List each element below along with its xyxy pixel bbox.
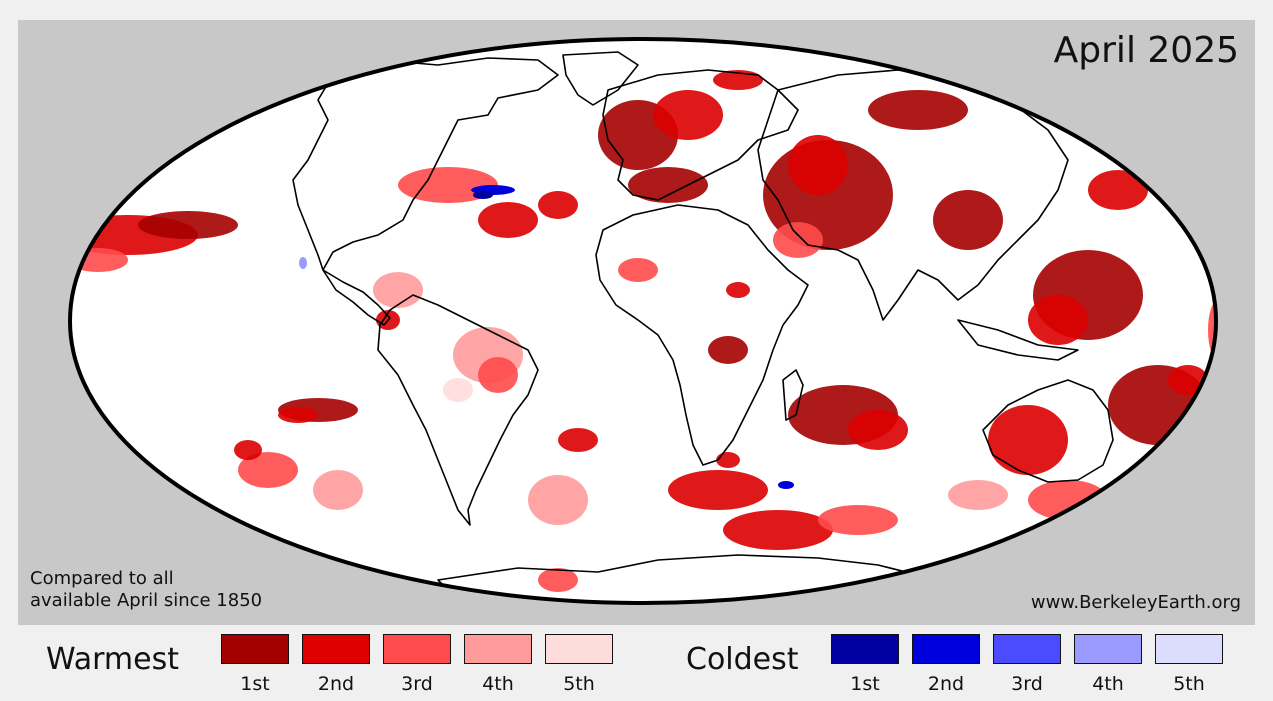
warm-anomaly-patch bbox=[988, 405, 1068, 475]
warm-anomaly-patch bbox=[618, 258, 658, 282]
warm-anomaly-patch bbox=[708, 336, 748, 364]
warm-anomaly-patch bbox=[788, 135, 848, 195]
warm-anomaly-patch bbox=[1028, 480, 1108, 520]
map-caption: Compared to all available April since 18… bbox=[30, 568, 262, 612]
warmest-legend: Warmest 1st 2nd 3rd 4th 5th bbox=[0, 632, 640, 700]
source-credit: www.BerkeleyEarth.org bbox=[1030, 592, 1241, 613]
warm-anomaly-patch bbox=[313, 470, 363, 510]
coldest-label-4th: 4th bbox=[1092, 673, 1124, 695]
warm-anomaly-patch bbox=[868, 90, 968, 130]
warm-anomaly-patch bbox=[653, 90, 723, 140]
warm-anomaly-patch bbox=[1028, 295, 1088, 345]
caption-line-2: available April since 1850 bbox=[30, 590, 263, 611]
warmest-swatch-5th bbox=[545, 634, 613, 664]
world-map bbox=[68, 37, 1218, 605]
coldest-legend-title: Coldest bbox=[686, 642, 799, 677]
warmest-legend-title: Warmest bbox=[46, 642, 180, 677]
map-title: April 2025 bbox=[1053, 30, 1239, 71]
warmest-swatch-4th bbox=[464, 634, 532, 664]
warmest-label-5th: 5th bbox=[563, 673, 595, 695]
warm-anomaly-patch bbox=[278, 407, 318, 423]
warm-anomaly-patch bbox=[238, 452, 298, 488]
warmest-label-4th: 4th bbox=[482, 673, 514, 695]
warmest-swatch-2nd bbox=[302, 634, 370, 664]
coldest-swatch-4th bbox=[1074, 634, 1142, 664]
warm-anomaly-patch bbox=[234, 440, 262, 460]
coldest-label-3rd: 3rd bbox=[1011, 673, 1043, 695]
central-america-outline bbox=[322, 269, 391, 326]
europe-outline bbox=[602, 69, 799, 201]
warmest-label-3rd: 3rd bbox=[401, 673, 433, 695]
globe-outline bbox=[68, 37, 1218, 605]
cold-anomaly-patch bbox=[473, 191, 493, 199]
warm-anomaly-patch bbox=[948, 480, 1008, 510]
warm-anomaly-patch bbox=[668, 470, 768, 510]
coldest-swatch-5th bbox=[1155, 634, 1223, 664]
warmest-label-1st: 1st bbox=[240, 673, 270, 695]
warm-anomaly-patch bbox=[443, 378, 473, 402]
warm-anomaly-patch bbox=[373, 272, 423, 308]
warm-anomaly-patch bbox=[1088, 170, 1148, 210]
indonesia-outline bbox=[957, 319, 1079, 361]
warmest-swatch-3rd bbox=[383, 634, 451, 664]
warm-anomaly-patch bbox=[726, 282, 750, 298]
anomaly-layer bbox=[70, 70, 1216, 592]
map-panel: April 2025 Compared to all available Apr… bbox=[18, 20, 1255, 625]
warm-anomaly-patch bbox=[723, 510, 833, 550]
warm-anomaly-patch bbox=[538, 568, 578, 592]
warm-anomaly-patch bbox=[628, 167, 708, 203]
warm-anomaly-patch bbox=[848, 410, 908, 450]
warm-anomaly-patch bbox=[138, 211, 238, 239]
warm-anomaly-patch bbox=[528, 475, 588, 525]
warm-anomaly-patch bbox=[70, 248, 128, 272]
australia-outline bbox=[982, 379, 1114, 483]
coldest-legend: Coldest 1st 2nd 3rd 4th 5th bbox=[640, 632, 1273, 700]
warm-anomaly-patch bbox=[398, 167, 498, 203]
coldest-label-5th: 5th bbox=[1173, 673, 1205, 695]
madagascar-outline bbox=[782, 369, 804, 421]
warm-anomaly-patch bbox=[478, 357, 518, 393]
cold-anomaly-patch bbox=[778, 481, 794, 489]
globe-ocean bbox=[70, 39, 1216, 603]
warm-anomaly-patch bbox=[538, 191, 578, 219]
coldest-label-1st: 1st bbox=[850, 673, 880, 695]
warm-anomaly-patch bbox=[818, 505, 898, 535]
antarctica-outline bbox=[437, 554, 919, 603]
coldest-label-2nd: 2nd bbox=[927, 673, 965, 695]
warm-anomaly-patch bbox=[933, 190, 1003, 250]
coldest-swatch-2nd bbox=[912, 634, 980, 664]
warm-anomaly-patch bbox=[478, 202, 538, 238]
south-america-outline bbox=[377, 294, 539, 526]
coldest-swatch-3rd bbox=[993, 634, 1061, 664]
cold-anomaly-patch bbox=[299, 257, 307, 269]
warm-anomaly-patch bbox=[558, 428, 598, 452]
caption-line-1: Compared to all bbox=[30, 568, 174, 589]
warmest-label-2nd: 2nd bbox=[317, 673, 355, 695]
north-america-outline bbox=[292, 57, 559, 271]
greenland-outline bbox=[562, 51, 639, 106]
coldest-swatch-1st bbox=[831, 634, 899, 664]
africa-outline bbox=[595, 204, 809, 466]
warmest-swatch-1st bbox=[221, 634, 289, 664]
warm-anomaly-patch bbox=[716, 452, 740, 468]
warm-anomaly-patch bbox=[773, 222, 823, 258]
